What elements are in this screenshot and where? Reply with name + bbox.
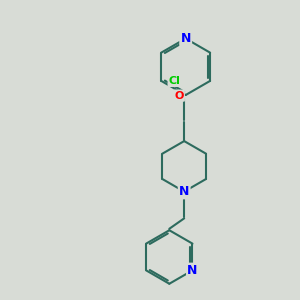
Text: N: N (187, 264, 198, 277)
Text: N: N (179, 185, 189, 198)
Text: O: O (174, 91, 184, 100)
Text: N: N (181, 32, 191, 45)
Text: Cl: Cl (169, 76, 181, 86)
